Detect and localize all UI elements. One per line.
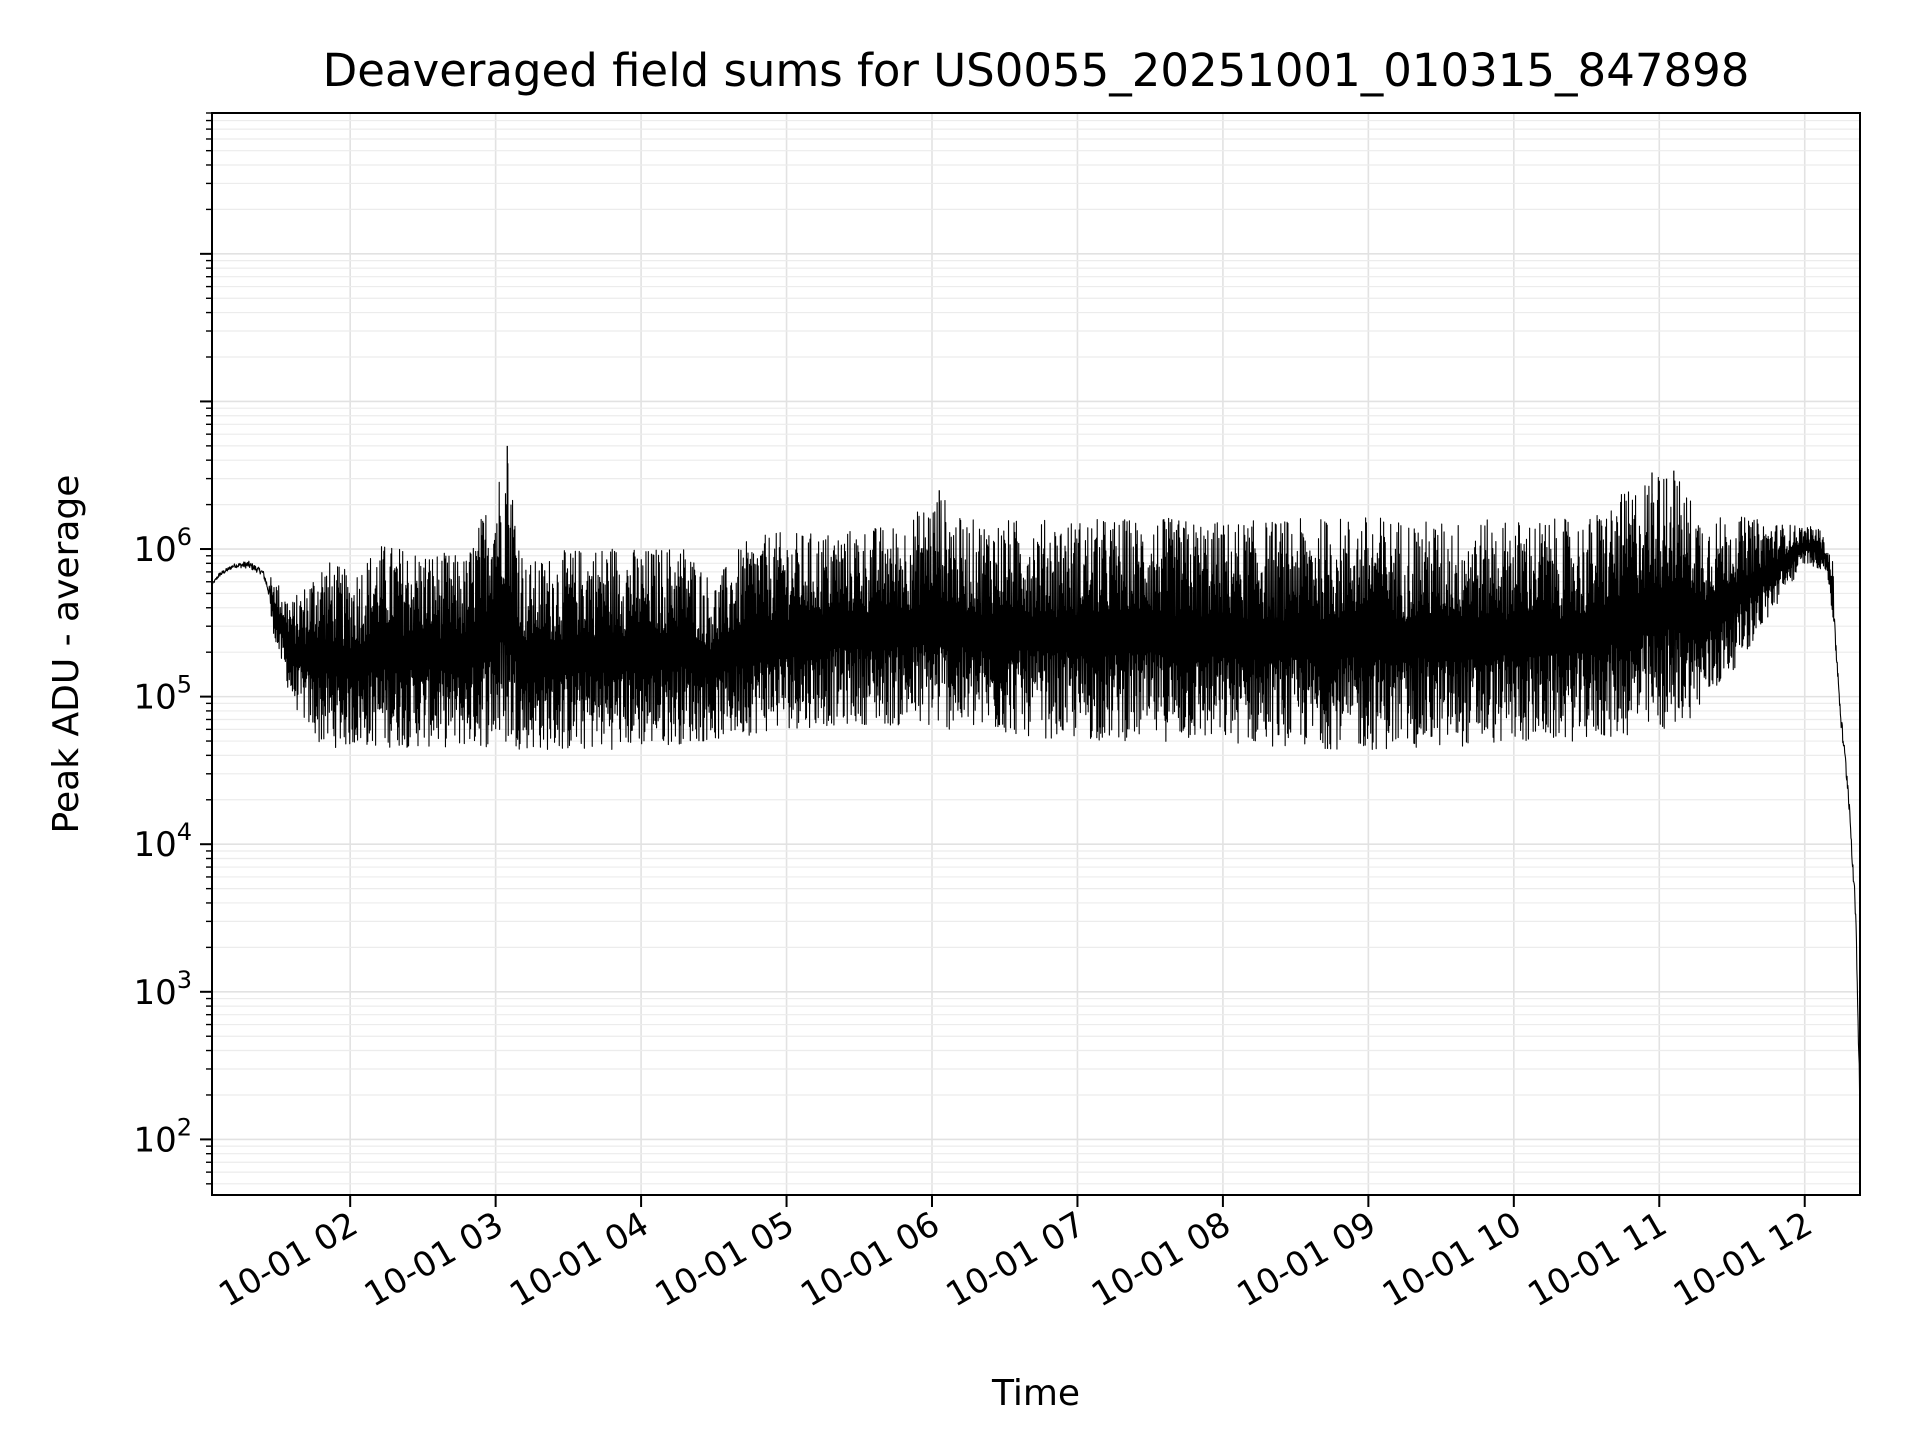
y-axis: 102 103 104 105 106 [133, 112, 212, 1185]
y-axis-label: Peak ADU - average [46, 475, 87, 834]
series-layer [211, 445, 1861, 1100]
y-tick-label: 104 [133, 818, 192, 865]
y-tick-label: 106 [133, 523, 192, 570]
y-tick-label: 105 [133, 671, 192, 718]
plot-frame [211, 112, 1861, 1196]
chart-title: Deaveraged field sums for US0055_2025100… [323, 44, 1750, 97]
y-tick-label: 102 [133, 1113, 192, 1160]
x-axis-label: Time [991, 1373, 1080, 1414]
series-line [211, 463, 1861, 1100]
y-tick-label: 103 [133, 966, 192, 1013]
